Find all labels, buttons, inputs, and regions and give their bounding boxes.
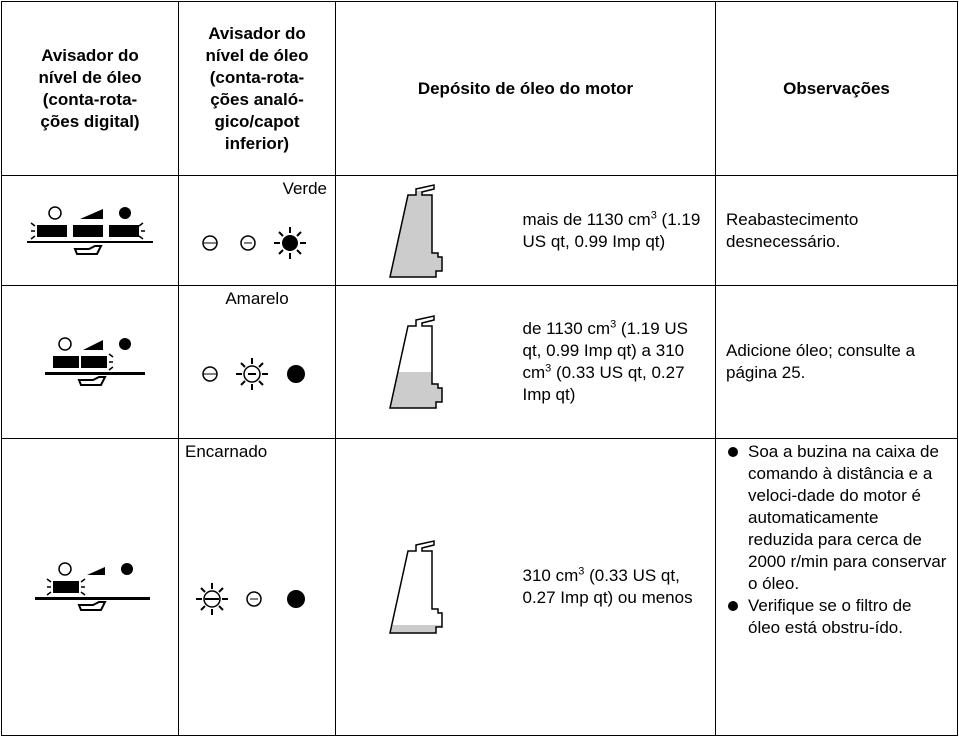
header-cell: Avisador do nível de óleo (conta-rota-ções… <box>1 1 179 176</box>
light-cell: Verde <box>178 175 336 286</box>
tank-cell <box>335 285 521 439</box>
amount-cell: de 1130 cm3 (1.19 US qt, 0.99 Imp qt) a … <box>520 285 716 439</box>
remark: Adicione óleo; consulte a página 25. <box>726 341 916 382</box>
tank-cell <box>335 175 521 286</box>
light-color: Amarelo <box>225 289 289 308</box>
remarks-list: Soa a buzina na caixa de comando à distâ… <box>726 441 947 639</box>
header-line: gico/capot <box>214 111 300 131</box>
gauge-cell <box>1 438 179 736</box>
light-cell: Amarelo <box>178 285 336 439</box>
row: Encarnado 310 cm3 (0.33 US qt, 0.27 Imp q… <box>1 438 958 736</box>
header-line: Observações <box>783 78 890 98</box>
row: Amarelo de 1130 cm3 (1.19 US qt, 0.99 Imp… <box>1 285 958 439</box>
header-line: nível de óleo <box>38 67 142 87</box>
header-line: ções digital) <box>40 111 140 131</box>
indicator-lights <box>196 583 305 615</box>
digital-gauge-icon <box>27 205 153 255</box>
amount-text: (1.19 US qt, 0.99 Imp qt) a 310 cm <box>522 319 689 382</box>
amount-text: 310 cm <box>522 566 579 585</box>
header-line: (conta-rota- <box>42 89 138 109</box>
indicator-lights <box>202 358 305 390</box>
amount-text: (0.33 US qt, 0.27 Imp qt) <box>522 363 685 404</box>
superscript: 3 <box>610 318 617 331</box>
superscript: 3 <box>545 362 552 375</box>
light-cell: Encarnado <box>178 438 336 736</box>
header-cell: Observações <box>715 1 958 176</box>
remark-item: Verifique se o filtro de óleo está obstr… <box>728 595 947 639</box>
amount-text: mais de 1130 cm <box>522 209 651 229</box>
light-color: Verde <box>282 179 327 198</box>
header-line: nível de óleo <box>205 45 309 65</box>
header-line: inferior) <box>224 133 290 153</box>
tank-cell <box>335 438 521 736</box>
remarks-cell: Soa a buzina na caixa de comando à distâ… <box>715 438 958 736</box>
header-cell: Avisador do nível de óleo (conta-rota-ções… <box>178 1 336 176</box>
amount-text: (0.33 US qt, 0.27 Imp qt) ou menos <box>522 566 693 607</box>
superscript: 3 <box>578 565 585 578</box>
superscript: 3 <box>650 208 657 221</box>
header-line: (conta-rota- <box>209 67 305 87</box>
amount-text: (1.19 US qt, 0.99 Imp qt) <box>522 209 701 251</box>
remarks-cell: Adicione óleo; consulte a página 25. <box>715 285 958 439</box>
digital-gauge-icon <box>35 562 150 611</box>
remark: Reabastecimento desnecessário. <box>726 209 859 251</box>
remark-item: Soa a buzina na caixa de comando à distâ… <box>728 442 947 593</box>
tank-icon <box>389 540 443 634</box>
amount-cell: mais de 1130 cm3 (1.19 US qt, 0.99 Imp q… <box>520 175 716 286</box>
tank-icon <box>389 183 443 278</box>
header-line: Avisador do <box>208 23 306 43</box>
indicator-lights <box>202 226 306 259</box>
header-line: ções analó- <box>210 89 304 109</box>
digital-gauge-icon <box>45 337 145 386</box>
header-line: Avisador do <box>41 45 139 65</box>
gauge-cell <box>1 285 179 439</box>
header-row: Avisador do nível de óleo (conta-rota-ções… <box>1 1 958 176</box>
amount-cell: 310 cm3 (0.33 US qt, 0.27 Imp qt) ou men… <box>520 438 716 736</box>
header-cell: Depósito de óleo do motor <box>335 1 716 176</box>
row: Verde mais de 1130 cm3 (1.19 US qt, 0.99 … <box>1 175 958 286</box>
light-color: Encarnado <box>185 442 268 461</box>
remarks-cell: Reabastecimento desnecessário. <box>715 175 958 286</box>
amount-text: de 1130 cm <box>522 319 611 338</box>
header-line: Depósito de óleo do motor <box>417 78 634 98</box>
tank-icon <box>389 315 443 409</box>
gauge-cell <box>1 175 179 286</box>
